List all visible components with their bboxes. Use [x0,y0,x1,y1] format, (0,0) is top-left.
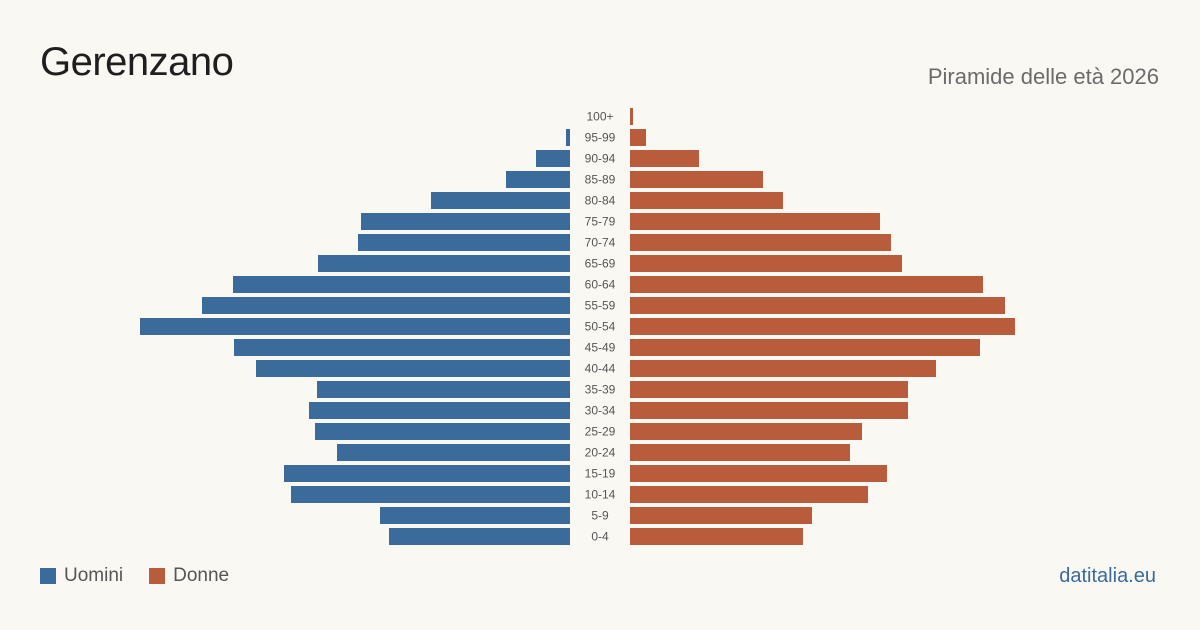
age-label-100plus: 100+ [586,110,613,124]
age-label-15-19: 15-19 [585,467,616,481]
bar-women-40-44 [630,360,936,377]
legend-label-women: Donne [173,565,230,586]
bar-men-10-14 [291,486,570,503]
bar-men-0-4 [389,528,570,545]
bar-women-20-24 [630,444,850,461]
age-label-30-34: 30-34 [585,404,616,418]
bar-men-50-54 [140,318,570,335]
chart-legend: Uomini Donne [40,565,255,587]
bar-women-0-4 [630,528,803,545]
bar-women-25-29 [630,423,862,440]
bar-women-30-34 [630,402,908,419]
age-label-75-79: 75-79 [585,215,616,229]
bar-men-20-24 [337,444,570,461]
bar-women-15-19 [630,465,887,482]
bar-men-85-89 [506,171,570,188]
age-label-5-9: 5-9 [591,509,609,523]
age-label-90-94: 90-94 [585,152,616,166]
age-label-55-59: 55-59 [585,299,616,313]
age-label-85-89: 85-89 [585,173,616,187]
age-label-45-49: 45-49 [585,341,616,355]
chart-subtitle: Piramide delle età 2026 [927,64,1159,89]
bar-men-30-34 [309,402,570,419]
bar-women-45-49 [630,339,980,356]
legend-swatch-men [40,568,56,584]
age-label-25-29: 25-29 [585,425,616,439]
bar-men-65-69 [318,255,570,272]
age-label-35-39: 35-39 [585,383,616,397]
bar-men-80-84 [431,192,570,209]
bar-women-60-64 [630,276,983,293]
bar-women-50-54 [630,318,1015,335]
age-label-65-69: 65-69 [585,257,616,271]
bar-women-75-79 [630,213,880,230]
bar-men-70-74 [358,234,570,251]
bar-women-95-99 [630,129,646,146]
age-label-0-4: 0-4 [591,530,609,544]
age-label-50-54: 50-54 [585,320,616,334]
bar-women-80-84 [630,192,783,209]
bar-women-65-69 [630,255,902,272]
bar-women-5-9 [630,507,812,524]
age-label-60-64: 60-64 [585,278,616,292]
bar-men-90-94 [536,150,570,167]
brand-link[interactable]: datitalia.eu [1059,565,1156,587]
age-label-20-24: 20-24 [585,446,616,460]
bar-women-100plus [630,108,633,125]
bar-women-55-59 [630,297,1005,314]
age-label-70-74: 70-74 [585,236,616,250]
bar-men-60-64 [233,276,570,293]
bar-men-45-49 [234,339,570,356]
legend-item-women: Donne [149,565,229,587]
bar-men-75-79 [361,213,570,230]
bar-men-5-9 [380,507,570,524]
legend-label-men: Uomini [64,565,124,586]
bar-men-25-29 [315,423,570,440]
bar-women-10-14 [630,486,868,503]
age-label-95-99: 95-99 [585,131,616,145]
bar-men-95-99 [566,129,570,146]
bar-men-15-19 [284,465,570,482]
age-label-80-84: 80-84 [585,194,616,208]
legend-swatch-women [149,568,166,584]
age-label-40-44: 40-44 [585,362,616,376]
bar-women-70-74 [630,234,891,251]
bar-men-55-59 [202,297,570,314]
bar-men-35-39 [317,381,570,398]
age-label-10-14: 10-14 [585,488,616,502]
bar-women-35-39 [630,381,908,398]
bar-men-40-44 [256,360,570,377]
chart-title: Gerenzano [40,40,234,84]
bar-women-85-89 [630,171,763,188]
legend-item-men: Uomini [40,565,123,587]
bar-women-90-94 [630,150,699,167]
